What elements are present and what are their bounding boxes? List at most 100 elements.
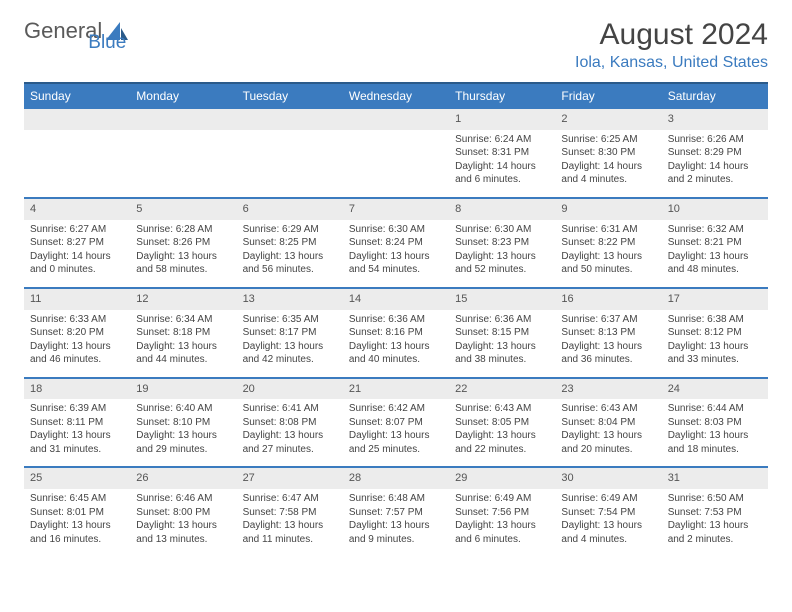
cell-body: Sunrise: 6:33 AMSunset: 8:20 PMDaylight:… [24, 310, 130, 377]
calendar-cell: 20Sunrise: 6:41 AMSunset: 8:08 PMDayligh… [237, 377, 343, 467]
cell-body: Sunrise: 6:48 AMSunset: 7:57 PMDaylight:… [343, 489, 449, 556]
calendar-cell: 9Sunrise: 6:31 AMSunset: 8:22 PMDaylight… [555, 197, 661, 287]
cell-body: Sunrise: 6:39 AMSunset: 8:11 PMDaylight:… [24, 399, 130, 466]
cell-body: Sunrise: 6:36 AMSunset: 8:16 PMDaylight:… [343, 310, 449, 377]
daylight-line: Daylight: 13 hours and 31 minutes. [30, 429, 124, 456]
sunset-line: Sunset: 8:25 PM [243, 236, 337, 250]
daylight-line: Daylight: 13 hours and 50 minutes. [561, 250, 655, 277]
sunrise-line: Sunrise: 6:31 AM [561, 223, 655, 237]
sunset-line: Sunset: 8:01 PM [30, 506, 124, 520]
cell-body: Sunrise: 6:28 AMSunset: 8:26 PMDaylight:… [130, 220, 236, 287]
sunset-line: Sunset: 8:07 PM [349, 416, 443, 430]
calendar-cell: 14Sunrise: 6:36 AMSunset: 8:16 PMDayligh… [343, 287, 449, 377]
day-number: 2 [555, 108, 661, 130]
cell-body: Sunrise: 6:32 AMSunset: 8:21 PMDaylight:… [662, 220, 768, 287]
calendar-cell: 1Sunrise: 6:24 AMSunset: 8:31 PMDaylight… [449, 108, 555, 197]
sunset-line: Sunset: 8:29 PM [668, 146, 762, 160]
calendar-cell [130, 108, 236, 197]
calendar-cell: 10Sunrise: 6:32 AMSunset: 8:21 PMDayligh… [662, 197, 768, 287]
calendar-cell [343, 108, 449, 197]
cell-body: Sunrise: 6:31 AMSunset: 8:22 PMDaylight:… [555, 220, 661, 287]
day-number-empty [130, 108, 236, 130]
sunrise-line: Sunrise: 6:49 AM [561, 492, 655, 506]
cell-body: Sunrise: 6:47 AMSunset: 7:58 PMDaylight:… [237, 489, 343, 556]
sunrise-line: Sunrise: 6:33 AM [30, 313, 124, 327]
sunset-line: Sunset: 8:27 PM [30, 236, 124, 250]
header: General Blue August 2024 Iola, Kansas, U… [24, 18, 768, 72]
day-number: 4 [24, 198, 130, 220]
day-number: 24 [662, 378, 768, 400]
sunrise-line: Sunrise: 6:39 AM [30, 402, 124, 416]
day-number: 21 [343, 378, 449, 400]
cell-body-empty [343, 130, 449, 157]
sunrise-line: Sunrise: 6:40 AM [136, 402, 230, 416]
daylight-line: Daylight: 14 hours and 0 minutes. [30, 250, 124, 277]
daylight-line: Daylight: 13 hours and 44 minutes. [136, 340, 230, 367]
daylight-line: Daylight: 13 hours and 20 minutes. [561, 429, 655, 456]
calendar-cell: 4Sunrise: 6:27 AMSunset: 8:27 PMDaylight… [24, 197, 130, 287]
sunset-line: Sunset: 8:21 PM [668, 236, 762, 250]
sunset-line: Sunset: 8:05 PM [455, 416, 549, 430]
sunset-line: Sunset: 8:04 PM [561, 416, 655, 430]
sunset-line: Sunset: 7:57 PM [349, 506, 443, 520]
calendar-cell: 19Sunrise: 6:40 AMSunset: 8:10 PMDayligh… [130, 377, 236, 467]
day-number-empty [237, 108, 343, 130]
daylight-line: Daylight: 13 hours and 18 minutes. [668, 429, 762, 456]
calendar-cell: 2Sunrise: 6:25 AMSunset: 8:30 PMDaylight… [555, 108, 661, 197]
cell-body-empty [130, 130, 236, 157]
cell-body: Sunrise: 6:26 AMSunset: 8:29 PMDaylight:… [662, 130, 768, 197]
sunset-line: Sunset: 8:26 PM [136, 236, 230, 250]
daylight-line: Daylight: 13 hours and 38 minutes. [455, 340, 549, 367]
day-number-empty [24, 108, 130, 130]
sunset-line: Sunset: 8:10 PM [136, 416, 230, 430]
sunset-line: Sunset: 8:11 PM [30, 416, 124, 430]
day-number: 25 [24, 467, 130, 489]
cell-body-empty [24, 130, 130, 157]
daylight-line: Daylight: 13 hours and 2 minutes. [668, 519, 762, 546]
day-number: 22 [449, 378, 555, 400]
day-header: Wednesday [343, 83, 449, 108]
sunset-line: Sunset: 8:30 PM [561, 146, 655, 160]
day-number: 13 [237, 288, 343, 310]
sunset-line: Sunset: 8:24 PM [349, 236, 443, 250]
cell-body: Sunrise: 6:35 AMSunset: 8:17 PMDaylight:… [237, 310, 343, 377]
cell-body: Sunrise: 6:50 AMSunset: 7:53 PMDaylight:… [662, 489, 768, 556]
sunrise-line: Sunrise: 6:47 AM [243, 492, 337, 506]
location-label: Iola, Kansas, United States [575, 54, 768, 72]
daylight-line: Daylight: 13 hours and 9 minutes. [349, 519, 443, 546]
daylight-line: Daylight: 14 hours and 2 minutes. [668, 160, 762, 187]
calendar-week-row: 11Sunrise: 6:33 AMSunset: 8:20 PMDayligh… [24, 287, 768, 377]
day-number: 12 [130, 288, 236, 310]
sunset-line: Sunset: 8:22 PM [561, 236, 655, 250]
sunset-line: Sunset: 8:16 PM [349, 326, 443, 340]
cell-body-empty [237, 130, 343, 157]
day-header: Monday [130, 83, 236, 108]
calendar-cell: 28Sunrise: 6:48 AMSunset: 7:57 PMDayligh… [343, 467, 449, 556]
sunrise-line: Sunrise: 6:37 AM [561, 313, 655, 327]
day-number: 16 [555, 288, 661, 310]
sunset-line: Sunset: 7:56 PM [455, 506, 549, 520]
cell-body: Sunrise: 6:44 AMSunset: 8:03 PMDaylight:… [662, 399, 768, 466]
daylight-line: Daylight: 13 hours and 42 minutes. [243, 340, 337, 367]
calendar-cell: 12Sunrise: 6:34 AMSunset: 8:18 PMDayligh… [130, 287, 236, 377]
sunset-line: Sunset: 8:15 PM [455, 326, 549, 340]
sunrise-line: Sunrise: 6:24 AM [455, 133, 549, 147]
day-number: 5 [130, 198, 236, 220]
daylight-line: Daylight: 13 hours and 46 minutes. [30, 340, 124, 367]
day-header: Saturday [662, 83, 768, 108]
title-block: August 2024 Iola, Kansas, United States [575, 18, 768, 72]
calendar-table: SundayMondayTuesdayWednesdayThursdayFrid… [24, 82, 768, 556]
calendar-cell: 17Sunrise: 6:38 AMSunset: 8:12 PMDayligh… [662, 287, 768, 377]
day-header: Sunday [24, 83, 130, 108]
day-number: 30 [555, 467, 661, 489]
logo: General Blue [24, 18, 168, 44]
daylight-line: Daylight: 13 hours and 56 minutes. [243, 250, 337, 277]
sunset-line: Sunset: 8:12 PM [668, 326, 762, 340]
daylight-line: Daylight: 13 hours and 40 minutes. [349, 340, 443, 367]
daylight-line: Daylight: 13 hours and 11 minutes. [243, 519, 337, 546]
daylight-line: Daylight: 13 hours and 54 minutes. [349, 250, 443, 277]
logo-text-2: Blue [88, 32, 126, 54]
sunset-line: Sunset: 8:20 PM [30, 326, 124, 340]
sunrise-line: Sunrise: 6:45 AM [30, 492, 124, 506]
calendar-cell: 25Sunrise: 6:45 AMSunset: 8:01 PMDayligh… [24, 467, 130, 556]
